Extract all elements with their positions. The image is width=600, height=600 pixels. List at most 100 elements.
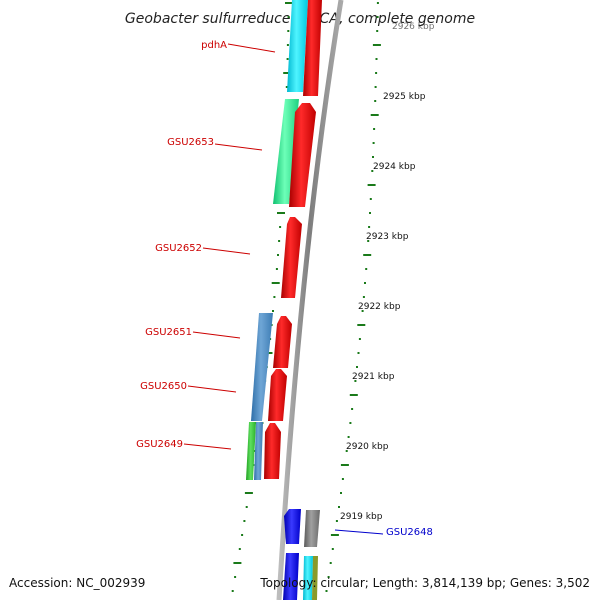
minor-tick <box>327 576 330 578</box>
left-strand-features <box>246 0 308 600</box>
gene-feature-red-2[interactable] <box>289 103 316 207</box>
major-tick <box>367 184 376 186</box>
genome-backbone <box>276 0 344 600</box>
svg-text:GSU2652: GSU2652 <box>155 243 202 254</box>
minor-tick <box>376 16 379 18</box>
minor-tick <box>335 520 338 522</box>
minor-tick <box>376 30 379 32</box>
minor-tick <box>371 170 374 172</box>
minor-tick <box>369 198 372 200</box>
scale-label-2920: 2920 kbp <box>346 442 389 452</box>
major-tick <box>340 464 349 466</box>
minor-tick <box>375 72 378 74</box>
major-tick <box>244 492 253 494</box>
minor-tick <box>273 296 276 298</box>
gene-feature-cyan[interactable] <box>287 0 308 92</box>
minor-tick <box>241 534 244 536</box>
gene-label-pdhA[interactable]: pdhA <box>201 40 276 53</box>
minor-tick <box>340 492 342 494</box>
minor-tick <box>362 296 365 298</box>
major-tick <box>357 324 366 326</box>
svg-text:GSU2649: GSU2649 <box>136 439 183 450</box>
minor-tick <box>287 30 290 32</box>
major-tick <box>233 562 242 564</box>
svg-text:GSU2653: GSU2653 <box>167 137 214 148</box>
minor-tick <box>365 268 368 270</box>
gene-label-GSU2653[interactable]: GSU2653 <box>167 137 263 151</box>
svg-text:pdhA: pdhA <box>201 40 227 51</box>
svg-text:GSU2648: GSU2648 <box>386 527 433 538</box>
major-tick <box>363 254 372 256</box>
minor-tick <box>369 212 371 214</box>
minor-tick <box>278 240 281 242</box>
scale-label-2922: 2922 kbp <box>358 302 401 312</box>
minor-tick <box>358 338 361 340</box>
minor-tick <box>275 268 278 270</box>
gene-feature-red-6[interactable] <box>264 423 281 479</box>
accession-text: Accession: NC_002939 <box>9 576 146 590</box>
minor-tick <box>357 352 360 354</box>
svg-text:GSU2650: GSU2650 <box>140 381 187 392</box>
gene-feature-red-1[interactable] <box>303 0 322 96</box>
minor-tick <box>231 590 234 592</box>
gene-feature-steelblue-2[interactable] <box>254 422 263 480</box>
minor-tick <box>372 156 374 158</box>
gene-feature-grey[interactable] <box>304 510 320 547</box>
gene-feature-red-4[interactable] <box>273 316 292 368</box>
scale-labels: 2925 kbp 2924 kbp 2923 kbp 2922 kbp 2921… <box>340 92 426 522</box>
minor-tick <box>325 590 328 592</box>
minor-tick <box>286 58 289 60</box>
minor-tick <box>374 86 377 88</box>
minor-tick <box>364 282 366 284</box>
minor-tick <box>367 240 370 242</box>
scale-label-2925: 2925 kbp <box>383 92 426 102</box>
scale-label-2924: 2924 kbp <box>373 162 416 172</box>
gene-feature-seagreen[interactable] <box>273 99 299 204</box>
minor-tick <box>361 310 364 312</box>
gene-feature-red-3[interactable] <box>281 217 302 298</box>
gene-label-GSU2648[interactable]: GSU2648 <box>334 527 433 538</box>
minor-tick <box>351 408 354 410</box>
outer-scale-ticks <box>325 2 381 592</box>
minor-tick <box>329 562 332 564</box>
major-tick <box>330 534 339 536</box>
gene-feature-cyan-2[interactable] <box>303 556 313 600</box>
minor-tick <box>375 58 378 60</box>
minor-tick <box>373 128 376 130</box>
gene-feature-olive[interactable] <box>312 556 318 600</box>
gene-feature-green[interactable] <box>246 422 256 480</box>
gene-feature-red-5[interactable] <box>268 369 287 421</box>
gene-feature-blue-2[interactable] <box>283 553 299 600</box>
minor-tick <box>279 226 282 228</box>
minor-tick <box>234 576 237 578</box>
minor-tick <box>287 16 290 18</box>
major-tick <box>285 2 293 4</box>
minor-tick <box>368 226 371 228</box>
gene-label-GSU2649[interactable]: GSU2649 <box>136 439 232 450</box>
minor-tick <box>356 366 358 368</box>
minor-tick <box>354 380 357 382</box>
scale-label-2923: 2923 kbp <box>366 232 409 242</box>
minor-tick <box>277 254 279 256</box>
minor-tick <box>349 422 352 424</box>
minor-tick <box>331 548 334 550</box>
gene-feature-blue[interactable] <box>284 509 301 544</box>
major-tick <box>349 394 358 396</box>
gene-label-GSU2650[interactable]: GSU2650 <box>140 381 237 393</box>
svg-text:GSU2651: GSU2651 <box>145 327 192 338</box>
minor-tick <box>243 520 246 522</box>
minor-tick <box>245 506 248 508</box>
major-tick <box>277 212 285 214</box>
right-strand-features <box>264 0 322 600</box>
minor-tick <box>338 506 340 508</box>
minor-tick <box>341 478 344 480</box>
minor-tick <box>286 44 289 46</box>
gene-label-GSU2651[interactable]: GSU2651 <box>145 327 241 339</box>
minor-tick <box>372 142 375 144</box>
gene-label-GSU2652[interactable]: GSU2652 <box>155 243 251 255</box>
major-tick <box>370 114 379 116</box>
minor-tick <box>376 2 379 4</box>
gene-feature-steelblue[interactable] <box>251 313 273 421</box>
